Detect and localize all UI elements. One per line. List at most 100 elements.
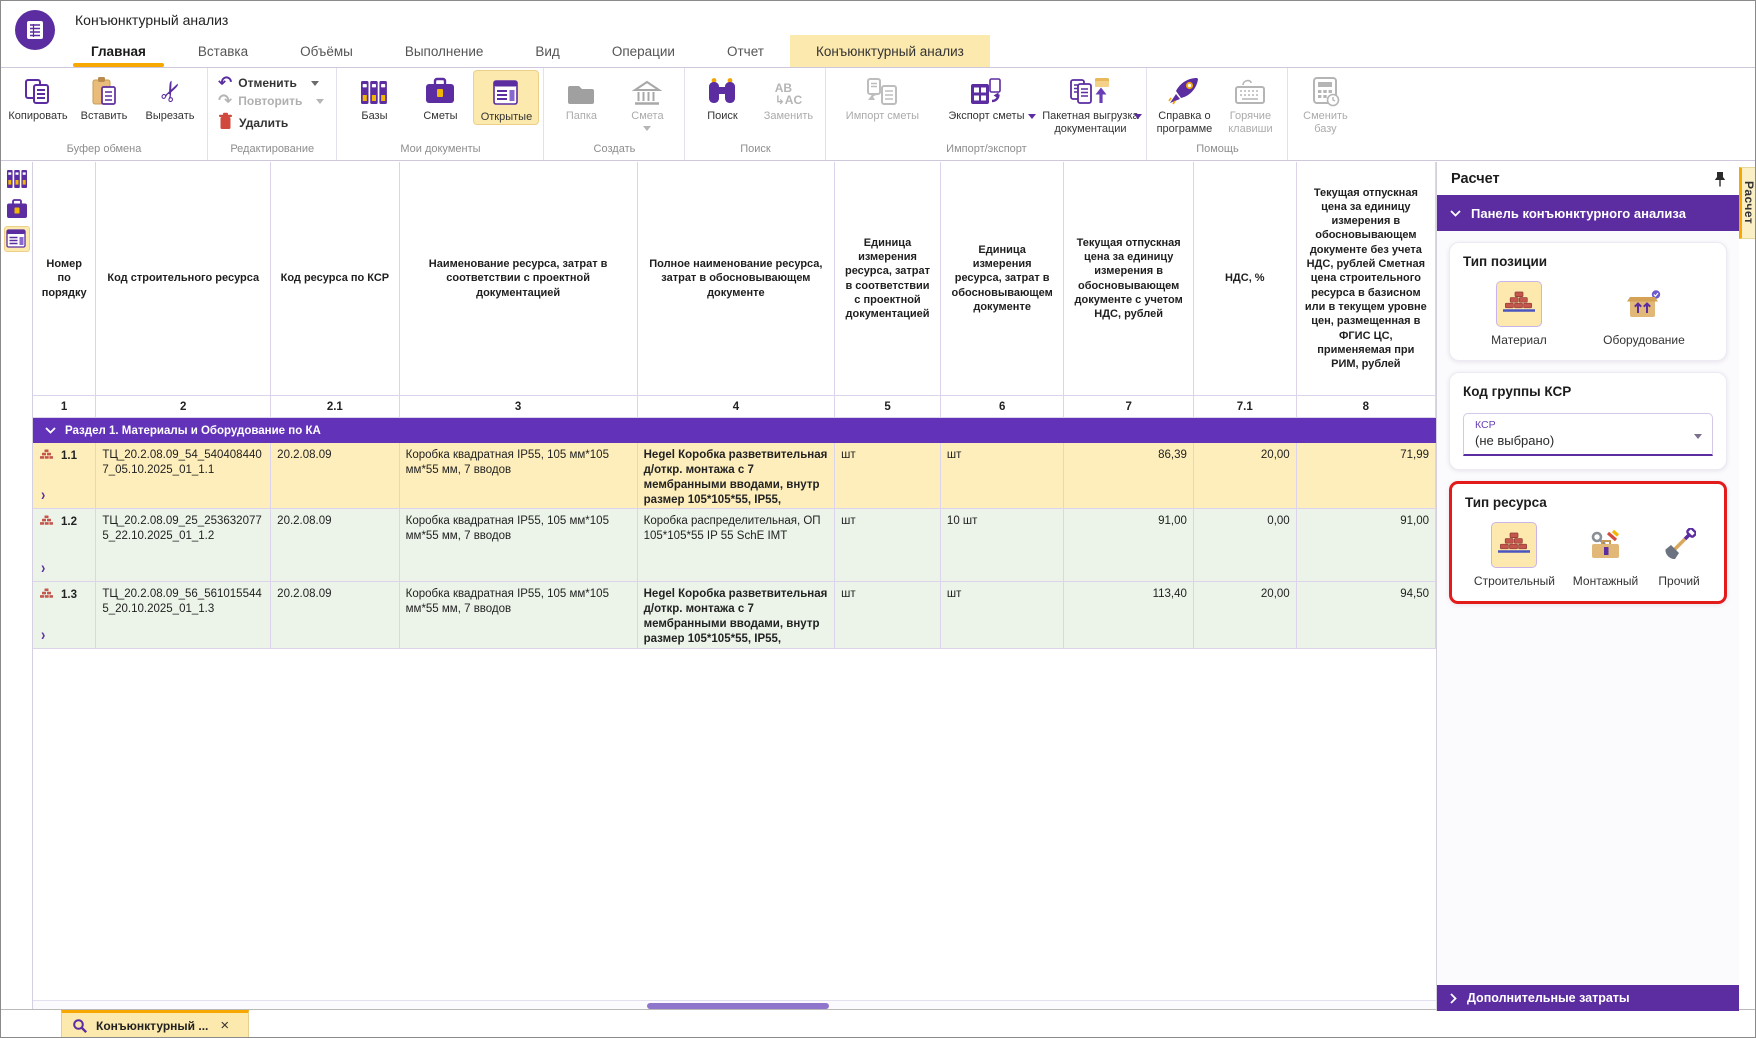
app-logo-icon[interactable] [15, 10, 55, 50]
opened-button[interactable]: Открытые [473, 70, 540, 125]
document-tab[interactable]: Конъюнктурный ... × [61, 1010, 249, 1037]
search-button[interactable]: Поиск [689, 70, 755, 123]
column-header[interactable]: Полное наименование ресурса, затрат в об… [637, 162, 836, 396]
rail-estimates-button[interactable] [4, 196, 30, 222]
replace-icon: AB ↳AC [774, 80, 803, 108]
column-number: 2.1 [271, 396, 400, 418]
copy-button[interactable]: Копировать [5, 70, 71, 123]
column-header[interactable]: Текущая отпускная цена за единицу измере… [1296, 162, 1436, 396]
folder-button[interactable]: Папка [548, 70, 614, 123]
column-header[interactable]: Код строительного ресурса [96, 162, 272, 396]
table-row[interactable]: 1.1 › ТЦ_20.2.08.09_54_5404084407_05.10.… [33, 443, 1436, 509]
rail-opened-button[interactable] [3, 226, 30, 252]
price-with-vat-cell[interactable]: 86,39 [1064, 443, 1194, 509]
side-tab-calculation[interactable]: Расчет [1739, 167, 1755, 239]
row-expander-icon[interactable]: › [41, 624, 46, 644]
tab-vypolnenie[interactable]: Выполнение [404, 43, 484, 59]
batch-export-dropdown-icon[interactable] [1134, 114, 1143, 119]
unit-doc-cell[interactable]: шт [940, 582, 1065, 649]
delete-button[interactable]: Удалить [218, 112, 324, 133]
ksr-code-cell[interactable]: 20.2.08.09 [271, 582, 400, 649]
section-row[interactable]: Раздел 1. Материалы и Оборудование по КА [33, 418, 1436, 443]
column-header[interactable]: Код ресурса по КСР [271, 162, 400, 396]
vat-percent-cell[interactable]: 20,00 [1193, 582, 1297, 649]
vat-percent-cell[interactable]: 20,00 [1193, 443, 1297, 509]
bases-button[interactable]: Базы [341, 70, 407, 123]
column-header[interactable]: Единица измерения ресурса, затрат в обос… [940, 162, 1065, 396]
price-with-vat-cell[interactable]: 91,00 [1064, 509, 1194, 582]
unit-design-cell[interactable]: шт [835, 443, 941, 509]
close-icon[interactable]: × [220, 1017, 230, 1034]
export-estimate-button[interactable]: Экспорт сметы [934, 70, 1038, 123]
tab-konyunkturnyj-analiz[interactable]: Конъюнктурный анализ [789, 35, 990, 67]
resource-type-installation-option[interactable]: Монтажный [1573, 522, 1638, 588]
resource-full-name-cell[interactable]: Hegel Коробка разветвительная д/откр. мо… [637, 582, 836, 649]
estimate-create-button[interactable]: Смета [614, 70, 680, 131]
unit-design-cell[interactable]: шт [835, 509, 941, 582]
column-header[interactable]: Единица измерения ресурса, затрат в соот… [835, 162, 941, 396]
price-without-vat-cell[interactable]: 91,00 [1296, 509, 1436, 582]
tab-vstavka[interactable]: Вставка [197, 43, 249, 59]
tab-vid[interactable]: Вид [535, 43, 560, 59]
cut-button[interactable]: ✂ Вырезать [137, 70, 203, 123]
table-row[interactable]: 1.3 › ТЦ_20.2.08.09_56_5610155445_20.10.… [33, 582, 1436, 649]
column-header[interactable]: Текущая отпускная цена за единицу измере… [1064, 162, 1194, 396]
column-number: 6 [940, 396, 1065, 418]
price-without-vat-cell[interactable]: 94,50 [1296, 582, 1436, 649]
analysis-panel-banner[interactable]: Панель конъюнктурного анализа [1437, 195, 1739, 231]
pin-icon[interactable] [1713, 171, 1727, 187]
column-header[interactable]: Наименование ресурса, затрат в соответст… [399, 162, 638, 396]
redo-button[interactable]: ↷ Повторить [218, 92, 325, 109]
batch-export-button[interactable]: Пакетная выгрузка документации [1038, 70, 1143, 135]
tab-obyomy[interactable]: Объёмы [300, 43, 353, 59]
resource-type-other-option[interactable]: Прочий [1656, 522, 1702, 588]
estimates-button[interactable]: Сметы [407, 70, 473, 123]
undo-button[interactable]: ↶ Отменить [218, 74, 324, 91]
resource-type-title: Тип ресурса [1465, 495, 1547, 510]
tab-operacii[interactable]: Операции [611, 43, 675, 59]
vat-percent-cell[interactable]: 0,00 [1193, 509, 1297, 582]
resource-name-cell[interactable]: Коробка квадратная IP55, 105 мм*105 мм*5… [399, 582, 638, 649]
price-without-vat-cell[interactable]: 71,99 [1296, 443, 1436, 509]
ksr-code-cell[interactable]: 20.2.08.09 [271, 443, 400, 509]
unit-design-cell[interactable]: шт [835, 582, 941, 649]
ksr-code-cell[interactable]: 20.2.08.09 [271, 509, 400, 582]
row-number-cell[interactable]: 1.2 › [33, 509, 97, 582]
additional-costs-banner[interactable]: Дополнительные затраты [1437, 985, 1739, 1011]
unit-doc-cell[interactable]: 10 шт [940, 509, 1065, 582]
resource-name-cell[interactable]: Коробка квадратная IP55, 105 мм*105 мм*5… [399, 509, 638, 582]
horizontal-scrollbar[interactable] [33, 1000, 1436, 1010]
resource-name-cell[interactable]: Коробка квадратная IP55, 105 мм*105 мм*5… [399, 443, 638, 509]
horizontal-scrollbar-thumb[interactable] [647, 1003, 829, 1009]
export-dropdown-icon[interactable] [1028, 114, 1037, 119]
replace-button[interactable]: AB ↳AC Заменить [755, 70, 821, 123]
position-type-equipment-option[interactable]: Оборудование [1603, 281, 1685, 347]
tab-glavnaya[interactable]: Главная [65, 35, 172, 67]
row-number-cell[interactable]: 1.3 › [33, 582, 97, 649]
resource-code-cell[interactable]: ТЦ_20.2.08.09_54_5404084407_05.10.2025_0… [96, 443, 272, 509]
row-expander-icon[interactable]: › [41, 557, 46, 577]
resource-full-name-cell[interactable]: Hegel Коробка разветвительная д/откр. мо… [637, 443, 836, 509]
tab-otchet[interactable]: Отчет [726, 43, 764, 59]
column-header[interactable]: НДС, % [1193, 162, 1297, 396]
paste-button[interactable]: Вставить [71, 70, 137, 123]
unit-doc-cell[interactable]: шт [940, 443, 1065, 509]
ksr-group-dropdown[interactable]: КСР (не выбрано) [1463, 413, 1713, 456]
table-row[interactable]: 1.2 › ТЦ_20.2.08.09_25_2536320775_22.10.… [33, 509, 1436, 582]
resource-full-name-cell[interactable]: Коробка распределительная, ОП 105*105*55… [637, 509, 836, 582]
change-base-button[interactable]: Сменить базу [1292, 70, 1358, 135]
position-type-material-option[interactable]: Материал [1491, 281, 1547, 347]
ribbon-group-clipboard: Копировать Вставить ✂ Вырезать Буфер обм… [1, 68, 208, 160]
row-expander-icon[interactable]: › [41, 484, 46, 504]
about-button[interactable]: Справка о программе [1151, 70, 1217, 135]
row-number-cell[interactable]: 1.1 › [33, 443, 97, 509]
resource-code-cell[interactable]: ТЦ_20.2.08.09_25_2536320775_22.10.2025_0… [96, 509, 272, 582]
hotkeys-button[interactable]: Горячие клавиши [1217, 70, 1283, 135]
column-header[interactable]: Номер по порядку [33, 162, 97, 396]
price-with-vat-cell[interactable]: 113,40 [1064, 582, 1194, 649]
resource-code-cell[interactable]: ТЦ_20.2.08.09_56_5610155445_20.10.2025_0… [96, 582, 272, 649]
undo-dropdown-icon[interactable] [310, 80, 319, 86]
rail-bases-button[interactable] [4, 166, 30, 192]
resource-type-construction-option[interactable]: Строительный [1474, 522, 1555, 588]
import-estimate-button[interactable]: Импорт сметы [830, 70, 934, 123]
